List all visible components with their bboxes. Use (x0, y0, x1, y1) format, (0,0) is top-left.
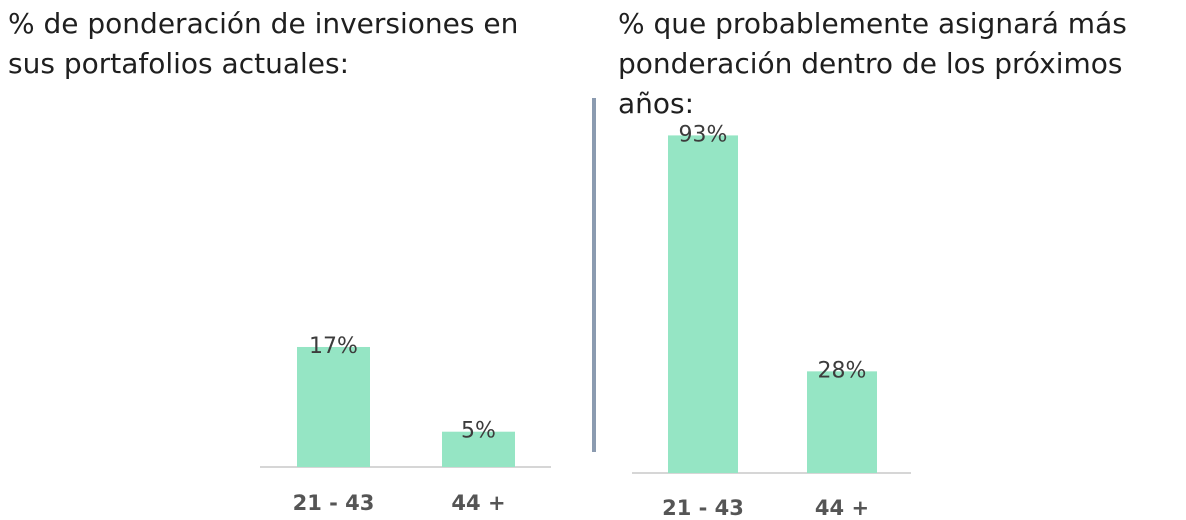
right-bar-44 (807, 371, 877, 473)
left-chart-title: % de ponderación de inversiones en sus p… (8, 7, 519, 80)
right-bar-21-43 (668, 135, 738, 473)
chart-divider (592, 98, 596, 452)
right-chart-title: % que probablemente asignará más pondera… (618, 7, 1127, 120)
right-data-label-44: 28% (818, 358, 867, 383)
left-data-label-44: 5% (461, 419, 496, 444)
left-bar-21-43 (297, 346, 370, 467)
left-bar-chart: 17% 21 - 43 5% 44 + (260, 334, 551, 515)
right-bar-chart: 93% 21 - 43 28% 44 + (632, 122, 911, 520)
left-data-label-21-43: 17% (309, 334, 358, 359)
right-category-label-21-43: 21 - 43 (662, 496, 744, 520)
left-bar-44 (442, 431, 515, 467)
right-data-label-21-43: 93% (679, 122, 728, 147)
right-category-label-44: 44 + (815, 496, 869, 520)
left-category-label-21-43: 21 - 43 (293, 491, 375, 515)
left-category-label-44: 44 + (451, 491, 505, 515)
